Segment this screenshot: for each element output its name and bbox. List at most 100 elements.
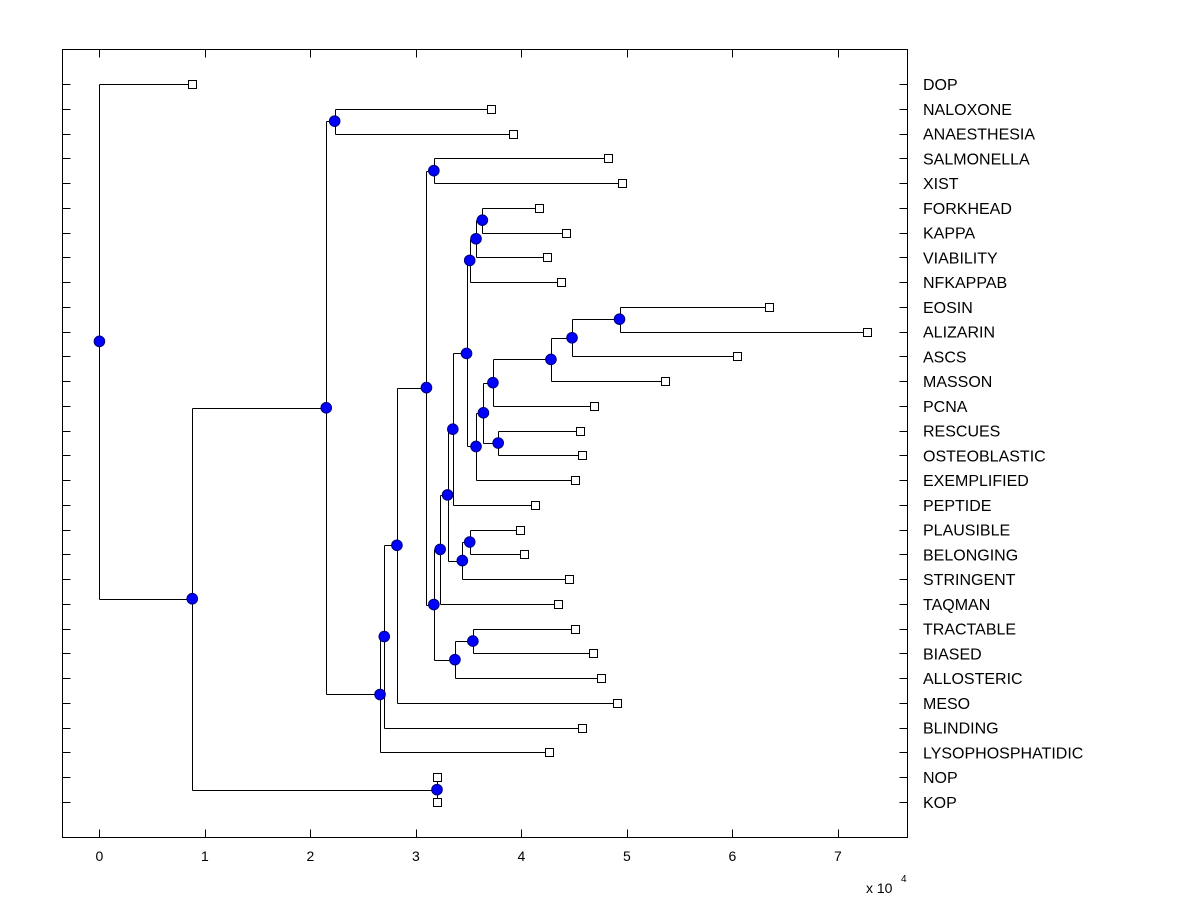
- plot-frame: [62, 49, 908, 838]
- internal-node: [463, 536, 476, 548]
- leaf-label: MESO: [923, 696, 970, 713]
- leaf-marker: [531, 501, 540, 510]
- leaf-marker: [545, 748, 554, 757]
- leaf-label: NALOXONE: [923, 102, 1012, 119]
- internal-node: [378, 630, 391, 643]
- internal-node: [428, 598, 440, 611]
- internal-node: [487, 376, 499, 389]
- leaf-label: MASSON: [923, 374, 992, 391]
- internal-node: [449, 653, 461, 666]
- leaf-label: NFKAPPAB: [923, 275, 1007, 292]
- leaf-marker: [543, 253, 552, 262]
- internal-node: [186, 592, 199, 605]
- internal-node: [428, 164, 440, 177]
- leaf-marker: [578, 724, 587, 733]
- leaf-marker: [571, 476, 580, 485]
- leaf-marker: [576, 427, 585, 436]
- internal-node: [456, 554, 469, 567]
- leaf-marker: [433, 798, 442, 807]
- leaf-label: EOSIN: [923, 300, 973, 317]
- internal-node: [476, 214, 489, 226]
- leaf-marker: [535, 204, 544, 213]
- x-multiplier-label: x 10: [866, 880, 893, 896]
- leaf-marker: [863, 328, 872, 337]
- x-tick-label: 5: [623, 848, 631, 864]
- leaf-labels: DOP NALOXONE ANAESTHESIA SALMONELLA XIST FORK…: [923, 77, 1083, 812]
- leaf-label: ALIZARIN: [923, 325, 995, 342]
- leaf-marker: [590, 402, 599, 411]
- leaf-marker: [565, 575, 574, 584]
- internal-node: [613, 313, 626, 326]
- leaf-label: RESCUES: [923, 424, 1000, 441]
- leaf-marker: [188, 80, 197, 89]
- internal-node: [460, 347, 473, 360]
- leaf-label: TAQMAN: [923, 597, 990, 614]
- leaf-marker: [589, 649, 598, 658]
- leaf-marker: [765, 303, 774, 312]
- internal-node: [320, 402, 333, 414]
- leaf-label: BELONGING: [923, 547, 1018, 564]
- leaf-markers: [188, 80, 872, 807]
- x-tick-label: 2: [307, 848, 315, 864]
- internal-node: [492, 437, 504, 449]
- internal-node: [391, 539, 403, 552]
- leaf-marker: [661, 377, 670, 386]
- internal-node: [463, 254, 476, 267]
- leaf-marker: [604, 154, 613, 163]
- leaf-label: PEPTIDE: [923, 498, 991, 515]
- leaf-marker: [509, 130, 518, 139]
- internal-node: [545, 353, 557, 366]
- internal-node: [420, 381, 433, 394]
- leaf-marker: [520, 550, 529, 559]
- leaf-marker: [433, 773, 442, 782]
- leaf-label: PLAUSIBLE: [923, 523, 1010, 540]
- leaf-label: FORKHEAD: [923, 201, 1012, 218]
- x-multiplier-exponent: 4: [901, 874, 907, 885]
- internal-node: [470, 440, 482, 453]
- leaf-marker: [487, 105, 496, 114]
- leaf-label: VIABILITY: [923, 250, 998, 267]
- leaf-marker: [613, 699, 622, 708]
- leaf-label: BLINDING: [923, 721, 999, 738]
- x-tick-labels: 0 1 2 3 4 5 6 7: [96, 848, 842, 864]
- leaf-marker: [557, 278, 566, 287]
- internal-node: [431, 783, 443, 796]
- leaf-label: TRACTABLE: [923, 622, 1016, 639]
- x-tick-label: 3: [412, 848, 420, 864]
- internal-node: [467, 635, 479, 647]
- axis-ticks: [62, 49, 908, 838]
- leaf-label: PCNA: [923, 399, 968, 416]
- leaf-marker: [516, 526, 525, 535]
- leaf-label: OSTEOBLASTIC: [923, 448, 1046, 465]
- internal-node: [477, 407, 490, 419]
- leaf-label: SALMONELLA: [923, 151, 1030, 168]
- internal-node: [441, 489, 454, 501]
- internal-node: [447, 423, 459, 435]
- internal-node: [434, 543, 446, 556]
- leaf-label: ANAESTHESIA: [923, 127, 1035, 144]
- leaf-label: BIASED: [923, 646, 982, 663]
- x-tick-label: 7: [834, 848, 842, 864]
- leaf-label: XIST: [923, 176, 959, 193]
- leaf-label: STRINGENT: [923, 572, 1016, 589]
- leaf-label: ALLOSTERIC: [923, 671, 1023, 688]
- leaf-marker: [562, 229, 571, 238]
- leaf-marker: [597, 674, 606, 683]
- branches: [99, 84, 868, 803]
- internal-node: [374, 688, 386, 701]
- leaf-label: EXEMPLIFIED: [923, 473, 1029, 490]
- leaf-marker: [618, 179, 627, 188]
- leaf-label: KOP: [923, 795, 957, 812]
- x-tick-label: 0: [96, 848, 104, 864]
- leaf-label: KAPPA: [923, 226, 976, 243]
- leaf-marker: [733, 352, 742, 361]
- x-tick-label: 6: [728, 848, 736, 864]
- internal-node: [93, 335, 106, 348]
- leaf-label: NOP: [923, 770, 958, 787]
- internal-nodes: [93, 115, 626, 796]
- leaf-label: ASCS: [923, 349, 967, 366]
- leaf-marker: [578, 451, 587, 460]
- leaf-label: LYSOPHOSPHATIDIC: [923, 745, 1083, 762]
- internal-node: [566, 331, 578, 344]
